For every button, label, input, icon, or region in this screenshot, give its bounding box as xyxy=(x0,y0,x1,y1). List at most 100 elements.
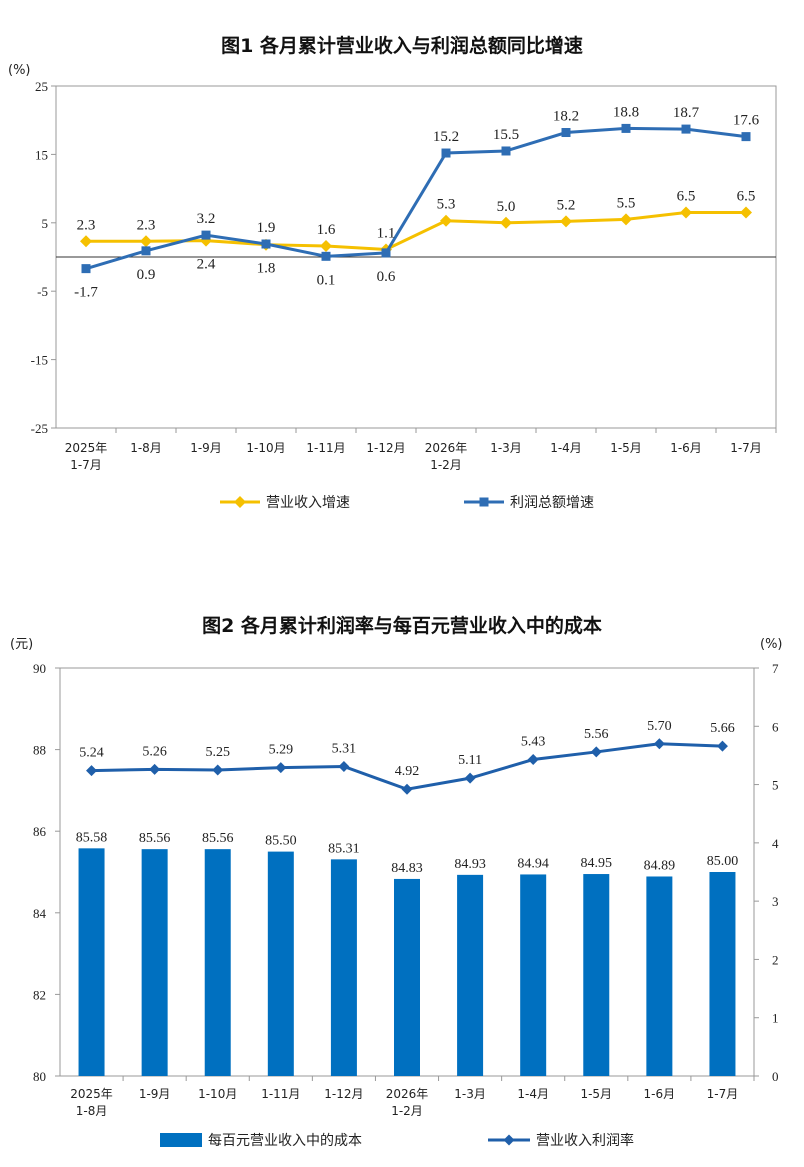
right-y-tick-label: 2 xyxy=(772,952,779,967)
cost-bar xyxy=(394,878,420,1076)
profit-margin-point xyxy=(86,765,98,777)
cost-bar-data-label: 85.50 xyxy=(265,834,297,849)
revenue-growth-data-label: 5.0 xyxy=(497,199,516,215)
x-tick-label: 1-2月 xyxy=(430,458,462,472)
x-tick-label: 1-7月 xyxy=(730,441,762,455)
chart-1-legend: 营业收入增速 利润总额增速 xyxy=(220,495,594,511)
revenue-growth-point xyxy=(560,215,572,228)
chart-2-line-series: 5.24 5.26 5.25 5.29 5.31 4.92 5.11 5.43 5.56 5.70… xyxy=(79,719,735,795)
profit-margin-point xyxy=(464,772,476,784)
revenue-growth-point xyxy=(140,235,152,248)
cost-bar-data-label: 84.83 xyxy=(391,861,423,876)
legend-profit-marker xyxy=(479,497,489,507)
revenue-growth-data-label: 5.2 xyxy=(557,197,576,213)
chart-2-right-unit: (%) xyxy=(760,637,783,652)
profit-growth-data-label: 18.7 xyxy=(673,105,700,121)
y-tick-label: 25 xyxy=(35,79,48,94)
left-y-tick-label: 80 xyxy=(33,1069,46,1084)
chart-2-left-unit: (元) xyxy=(10,637,33,652)
chart-2-bars: 85.58 85.56 85.56 85.50 85.31 84.83 84.93 84.94… xyxy=(76,830,738,1076)
x-tick-label: 2025年 xyxy=(65,441,108,455)
x-tick-label: 1-5月 xyxy=(610,441,642,455)
y-tick-label: -5 xyxy=(37,284,48,299)
profit-growth-point xyxy=(201,230,211,240)
cost-bar xyxy=(457,874,484,1076)
profit-margin-point xyxy=(716,740,728,752)
profit-margin-point xyxy=(149,763,161,775)
x-tick-label: 2026年 xyxy=(386,1087,429,1101)
legend-revenue-marker xyxy=(234,496,246,508)
profit-growth-data-label: 15.2 xyxy=(433,129,459,145)
cost-bar-data-label: 85.00 xyxy=(707,854,739,869)
x-tick-label: 1-2月 xyxy=(391,1104,423,1118)
x-tick-label: 1-7月 xyxy=(70,458,102,472)
profit-growth-point xyxy=(81,264,91,274)
cost-bar xyxy=(709,872,736,1076)
revenue-growth-data-label: 2.3 xyxy=(77,217,96,233)
profit-margin-point xyxy=(275,762,287,774)
x-tick-label: 1-7月 xyxy=(707,1087,739,1101)
legend-profit-label: 利润总额增速 xyxy=(510,495,594,511)
cost-bar-data-label: 85.31 xyxy=(328,841,360,856)
profit-margin-data-label: 5.24 xyxy=(79,746,104,761)
profit-growth-point xyxy=(381,248,391,258)
x-tick-label: 1-9月 xyxy=(139,1087,171,1101)
y-tick-label: -25 xyxy=(31,421,48,436)
x-tick-label: 1-4月 xyxy=(517,1087,549,1101)
profit-growth-data-label: 15.5 xyxy=(493,127,519,143)
profit-margin-point xyxy=(527,754,539,766)
cost-bar xyxy=(78,848,105,1076)
revenue-growth-data-label: 2.4 xyxy=(197,257,216,273)
right-y-tick-label: 5 xyxy=(772,778,779,793)
y-tick-label: -15 xyxy=(31,353,48,368)
profit-growth-data-label: 3.2 xyxy=(197,211,216,227)
x-tick-label: 1-3月 xyxy=(454,1087,486,1101)
revenue-growth-data-label: 1.1 xyxy=(377,225,396,241)
profit-margin-data-label: 5.43 xyxy=(521,735,546,750)
x-tick-label: 1-6月 xyxy=(644,1087,676,1101)
revenue-growth-data-label: 2.3 xyxy=(137,217,156,233)
profit-growth-point xyxy=(621,123,631,133)
revenue-growth-data-label: 6.5 xyxy=(737,189,756,205)
y-tick-label: 5 xyxy=(42,216,49,231)
x-tick-label: 1-11月 xyxy=(261,1087,300,1101)
profit-growth-point xyxy=(441,148,451,158)
profit-growth-data-label: 0.6 xyxy=(377,269,396,285)
revenue-growth-point xyxy=(440,214,452,227)
legend-margin-label: 营业收入利润率 xyxy=(536,1132,634,1149)
cost-bar-data-label: 84.95 xyxy=(581,856,613,871)
cost-bar-data-label: 85.56 xyxy=(202,831,234,846)
profit-margin-point xyxy=(338,761,350,773)
chart-1-y-ticks: 25 15 5 -5 -15 -25 xyxy=(31,79,776,436)
right-y-tick-label: 3 xyxy=(772,894,779,909)
revenue-growth-point xyxy=(500,216,512,229)
profit-growth-data-label: 17.6 xyxy=(733,113,760,129)
profit-margin-point xyxy=(212,764,224,776)
legend-cost-swatch xyxy=(160,1133,202,1147)
x-tick-label: 2025年 xyxy=(70,1087,113,1101)
cost-bar-data-label: 85.58 xyxy=(76,830,108,845)
x-tick-label: 1-12月 xyxy=(366,441,405,455)
x-tick-label: 1-8月 xyxy=(130,441,162,455)
revenue-growth-data-label: 6.5 xyxy=(677,189,696,205)
profit-margin-point xyxy=(590,746,602,758)
profit-growth-data-label: 0.1 xyxy=(317,272,336,288)
chart-2: 图2 各月累计利润率与每百元营业收入中的成本 (元) (%) 90 88 86 84 8… xyxy=(10,614,783,1149)
cost-bar-data-label: 84.94 xyxy=(517,856,549,871)
chart-2-x-labels: 2025年 1-8月 1-9月 1-10月 1-11月 1-12月 2026年 1-2月 1-3… xyxy=(70,1076,755,1118)
x-tick-label: 1-10月 xyxy=(246,441,285,455)
profit-margin-point xyxy=(653,738,665,750)
x-tick-label: 1-6月 xyxy=(670,441,702,455)
chart-1-y-unit: (%) xyxy=(8,63,31,78)
x-tick-label: 1-11月 xyxy=(306,441,345,455)
chart-2-y-ticks: 90 88 86 84 82 80 7 6 5 4 3 2 1 0 xyxy=(33,661,779,1084)
profit-margin-data-label: 4.92 xyxy=(395,764,420,779)
profit-growth-point xyxy=(681,124,691,134)
profit-margin-data-label: 5.70 xyxy=(647,719,672,734)
chart-2-title: 图2 各月累计利润率与每百元营业收入中的成本 xyxy=(202,614,602,637)
x-tick-label: 1-10月 xyxy=(198,1087,237,1101)
profit-margin-data-label: 5.11 xyxy=(458,753,482,768)
revenue-growth-point xyxy=(740,206,752,219)
profit-growth-data-label: 0.9 xyxy=(137,267,156,283)
